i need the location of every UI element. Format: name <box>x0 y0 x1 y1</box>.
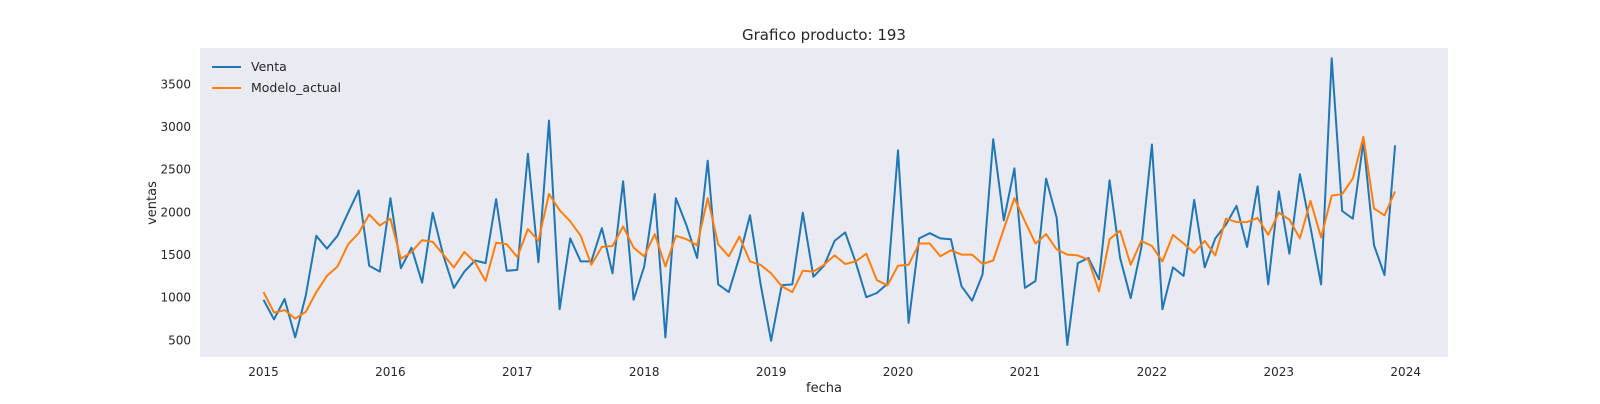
x-tick-label: 2019 <box>756 365 787 379</box>
x-ticks: 2015 2016 2017 2018 2019 2020 2021 2022 2023 2024 <box>248 365 1421 379</box>
y-tick-label: 3500 <box>160 77 191 91</box>
series-line-modelo-actual <box>262 135 1397 320</box>
x-tick-label: 2016 <box>375 365 406 379</box>
chart-title: Grafico producto: 193 <box>742 26 906 44</box>
x-tick-label: 2024 <box>1390 365 1421 379</box>
y-tick-label: 1500 <box>160 248 191 262</box>
x-tick-label: 2020 <box>883 365 914 379</box>
plot-area <box>200 48 1448 357</box>
legend-label-modelo-actual: Modelo_actual <box>251 80 341 95</box>
x-tick-label: 2022 <box>1137 365 1168 379</box>
x-tick-label: 2023 <box>1264 365 1295 379</box>
legend-label-venta: Venta <box>251 59 287 74</box>
y-tick-label: 2000 <box>160 205 191 219</box>
y-tick-label: 2500 <box>160 163 191 177</box>
x-tick-label: 2015 <box>248 365 279 379</box>
x-tick-label: 2017 <box>502 365 533 379</box>
x-tick-label: 2018 <box>629 365 660 379</box>
y-ticks: 500 1000 1500 2000 2500 3000 3500 <box>160 77 191 347</box>
series-lines <box>262 57 1397 346</box>
y-tick-label: 1000 <box>160 291 191 305</box>
x-tick-label: 2021 <box>1010 365 1041 379</box>
y-tick-label: 3000 <box>160 120 191 134</box>
legend: Venta Modelo_actual <box>212 59 341 95</box>
y-tick-label: 500 <box>168 333 191 347</box>
x-axis-label: fecha <box>806 381 842 396</box>
y-axis-label: ventas <box>145 181 160 225</box>
series-line-venta <box>262 57 1397 346</box>
